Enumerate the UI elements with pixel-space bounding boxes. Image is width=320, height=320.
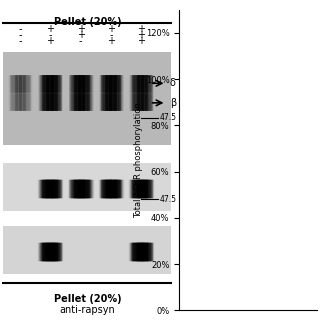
Text: -: - — [109, 30, 113, 40]
Text: Pellet (20%): Pellet (20%) — [53, 17, 121, 27]
Text: -: - — [18, 36, 22, 46]
Text: +: + — [107, 36, 115, 46]
Text: +: + — [137, 36, 145, 46]
Text: +: + — [46, 24, 54, 34]
Text: δ: δ — [170, 78, 176, 88]
Text: +: + — [76, 30, 84, 40]
Text: +: + — [137, 30, 145, 40]
Text: -: - — [49, 30, 52, 40]
Bar — [3, 226, 172, 274]
Text: 47.5: 47.5 — [160, 195, 177, 204]
Text: β: β — [170, 98, 176, 108]
Text: anti-rapsyn: anti-rapsyn — [60, 305, 115, 315]
Text: +: + — [137, 24, 145, 34]
Text: -: - — [79, 36, 82, 46]
Text: +: + — [46, 36, 54, 46]
Bar — [3, 52, 172, 145]
Text: +: + — [76, 24, 84, 34]
Text: 47.5: 47.5 — [160, 113, 177, 122]
Text: +: + — [107, 24, 115, 34]
Y-axis label: Total AChR phosphorylation: Total AChR phosphorylation — [134, 102, 143, 218]
Text: -: - — [18, 24, 22, 34]
Bar — [3, 163, 172, 211]
Text: -: - — [18, 30, 22, 40]
Text: Pellet (20%): Pellet (20%) — [53, 294, 121, 304]
